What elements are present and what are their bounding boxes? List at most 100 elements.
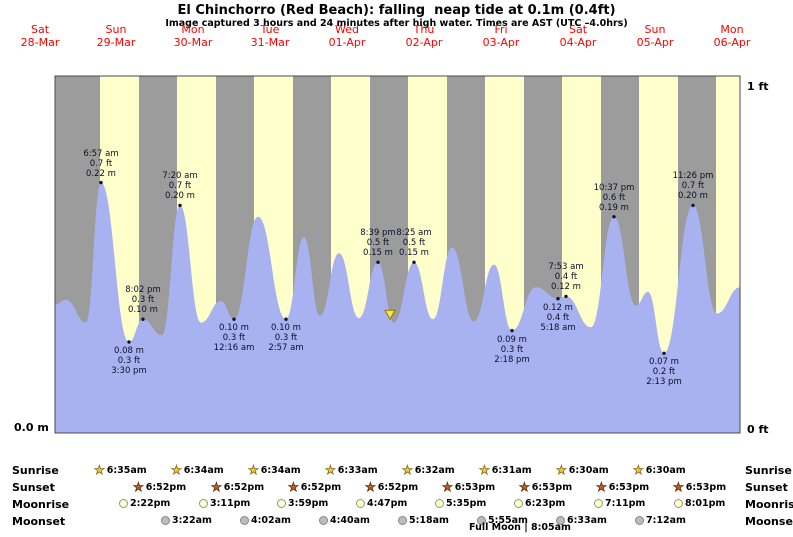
moonset-entry: 5:55am	[477, 515, 528, 526]
sunset-entry: ★ 6:52pm	[133, 480, 187, 494]
moonset-time: 7:12am	[646, 515, 686, 526]
moonset-moon-icon	[319, 516, 328, 525]
moonset-time: 5:18am	[409, 515, 449, 526]
moonset-entry: 6:33am	[556, 515, 607, 526]
sunset-time: 6:53pm	[454, 481, 496, 493]
sunrise-entry: ★ 6:34am	[171, 463, 224, 477]
sunset-entry: ★ 6:53pm	[673, 480, 727, 494]
chart-subtitle: Image captured 3 hours and 24 minutes af…	[165, 18, 628, 29]
sunrise-star-icon: ★	[556, 463, 568, 477]
sunrise-star-icon: ★	[402, 463, 414, 477]
moonset-moon-icon	[240, 516, 249, 525]
moonrise-entry: 8:01pm	[674, 498, 725, 509]
moonset-moon-icon	[635, 516, 644, 525]
moonrise-moon-icon	[199, 499, 208, 508]
moonrise-time: 6:23pm	[525, 498, 566, 509]
x-axis-day-label: Fri 03-Apr	[471, 23, 531, 49]
moonrise-moon-icon	[514, 499, 523, 508]
day-name: Sat	[30, 23, 50, 36]
moonrise-entry: 3:59pm	[277, 498, 328, 509]
sunset-time: 6:52pm	[223, 481, 265, 493]
moonrise-moon-icon	[594, 499, 603, 508]
day-date: 04-Apr	[559, 35, 597, 49]
tide-extremum-dot	[510, 328, 514, 333]
moonset-time: 5:55am	[488, 515, 528, 526]
moonrise-moon-icon	[435, 499, 444, 508]
moonset-entry: 3:22am	[161, 515, 212, 526]
day-date: 02-Apr	[405, 35, 443, 49]
moonrise-time: 4:47pm	[367, 498, 408, 509]
low-tide-annotation: 0.08 m 0.3 ft 3:30 pm	[111, 346, 147, 376]
day-name: Wed	[335, 23, 359, 36]
sunrise-star-icon: ★	[479, 463, 491, 477]
low-tide-annotation: 0.09 m 0.3 ft 2:18 pm	[494, 334, 530, 365]
astro-row-sunrise: Sunrise Sunrise ★ 6:35am ★ 6:34am ★ 6:34am ★ 6:33…	[0, 463, 793, 479]
x-axis-day-label: Sat 28-Mar	[10, 23, 70, 49]
tide-extremum-dot	[141, 317, 145, 321]
tide-extremum-dot	[556, 297, 560, 301]
low-tide-annotation: 0.10 m 0.3 ft 12:16 am	[213, 323, 255, 354]
sunset-time: 6:52pm	[145, 481, 187, 493]
sunset-entry: ★ 6:52pm	[365, 481, 419, 494]
tide-extremum-dot	[564, 294, 568, 299]
sunrise-entry: ★ 6:31am	[479, 463, 532, 477]
y-axis-label-0ft: 0 ft	[747, 423, 769, 436]
sunrise-time: 6:34am	[260, 464, 301, 476]
moonrise-moon-icon	[119, 499, 128, 508]
plot-frame	[54, 75, 741, 434]
day-name: Sat	[568, 23, 588, 36]
sunset-time: 6:52pm	[377, 481, 419, 493]
tide-extremum-dot	[612, 215, 616, 219]
sunset-star-icon: ★	[288, 480, 300, 494]
astro-row-moonset: Moonset Moonset 3:22am 4:02am 4:40am 5:18am 5:…	[0, 514, 793, 530]
moonset-time: 4:02am	[251, 515, 291, 526]
day-name: Mon	[181, 23, 205, 36]
moonrise-time: 3:11pm	[210, 498, 251, 509]
x-axis-day-label: Sun 29-Mar	[86, 23, 146, 49]
day-name: Sun	[105, 23, 127, 36]
sunset-entry: ★ 6:53pm	[442, 480, 496, 494]
day-name: Tue	[260, 23, 280, 36]
high-tide-annotation: 8:02 pm 0.3 ft 0.10 m	[125, 285, 161, 316]
day-name: Thu	[413, 23, 435, 36]
x-axis-day-label: Mon 06-Apr	[702, 23, 762, 49]
sunrise-time: 6:33am	[337, 464, 378, 476]
sunset-row-label-left: Sunset	[12, 481, 55, 494]
sunset-star-icon: ★	[133, 480, 145, 494]
moonrise-time: 2:22pm	[130, 498, 171, 509]
sunset-time: 6:53pm	[608, 481, 650, 493]
moonrise-entry: 3:11pm	[199, 498, 250, 509]
tide-extremum-dot	[178, 203, 182, 208]
sunset-entry: ★ 6:52pm	[288, 480, 342, 494]
astro-row-moonrise: Moonrise Moonrise 2:22pm 3:11pm 3:59pm 4:47pm…	[0, 497, 793, 513]
moonrise-row-label-right: Moonrise	[745, 498, 793, 511]
day-date: 30-Mar	[173, 35, 213, 49]
sunset-time: 6:53pm	[531, 481, 573, 493]
moonrise-moon-icon	[674, 499, 683, 508]
sunset-star-icon: ★	[673, 480, 685, 494]
sunset-star-icon: ★	[211, 480, 223, 494]
moonrise-time: 5:35pm	[446, 498, 487, 509]
low-tide-annotation: 0.10 m 0.3 ft 2:57 am	[268, 323, 304, 354]
high-tide-annotation: 10:37 pm 0.6 ft 0.19 m	[593, 182, 635, 213]
sunrise-star-icon: ★	[633, 463, 645, 477]
sunset-star-icon: ★	[442, 480, 454, 494]
sunrise-star-icon: ★	[171, 463, 183, 477]
x-axis-day-label: Tue 31-Mar	[240, 23, 300, 49]
tide-extremum-dot	[376, 260, 380, 264]
y-axis-label-meters: 0.0 m	[14, 421, 49, 434]
moonset-time: 6:33am	[567, 515, 607, 526]
moonrise-entry: 5:35pm	[435, 498, 486, 509]
sunrise-time: 6:35am	[106, 464, 147, 476]
moonset-entry: 4:02am	[240, 515, 291, 526]
moonrise-time: 3:59pm	[288, 498, 329, 509]
moonrise-entry: 2:22pm	[119, 498, 170, 509]
moonrise-moon-icon	[277, 499, 286, 508]
sunrise-star-icon: ★	[248, 463, 260, 477]
sunrise-entry: ★ 6:30am	[556, 463, 609, 477]
moonrise-time: 8:01pm	[685, 498, 726, 509]
moonset-entry: 4:40am	[319, 515, 370, 526]
sunset-time: 6:53pm	[685, 481, 727, 493]
day-date: 29-Mar	[96, 35, 136, 49]
